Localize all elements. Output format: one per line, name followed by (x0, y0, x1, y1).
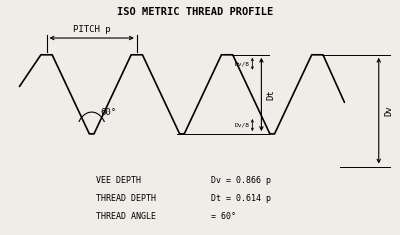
Text: Dv/8: Dv/8 (235, 122, 250, 127)
Text: Dt = 0.614 p: Dt = 0.614 p (211, 194, 271, 203)
Text: Dv: Dv (384, 105, 393, 116)
Text: Dv/8: Dv/8 (235, 61, 250, 67)
Text: THREAD ANGLE: THREAD ANGLE (96, 212, 156, 221)
Text: ISO METRIC THREAD PROFILE: ISO METRIC THREAD PROFILE (117, 7, 274, 16)
Text: Dv = 0.866 p: Dv = 0.866 p (211, 176, 271, 184)
Text: VEE DEPTH: VEE DEPTH (96, 176, 141, 184)
Text: THREAD DEPTH: THREAD DEPTH (96, 194, 156, 203)
Text: = 60°: = 60° (211, 212, 236, 221)
Text: 60°: 60° (101, 108, 117, 117)
Text: Dt: Dt (266, 89, 275, 100)
Text: PITCH p: PITCH p (73, 25, 110, 34)
